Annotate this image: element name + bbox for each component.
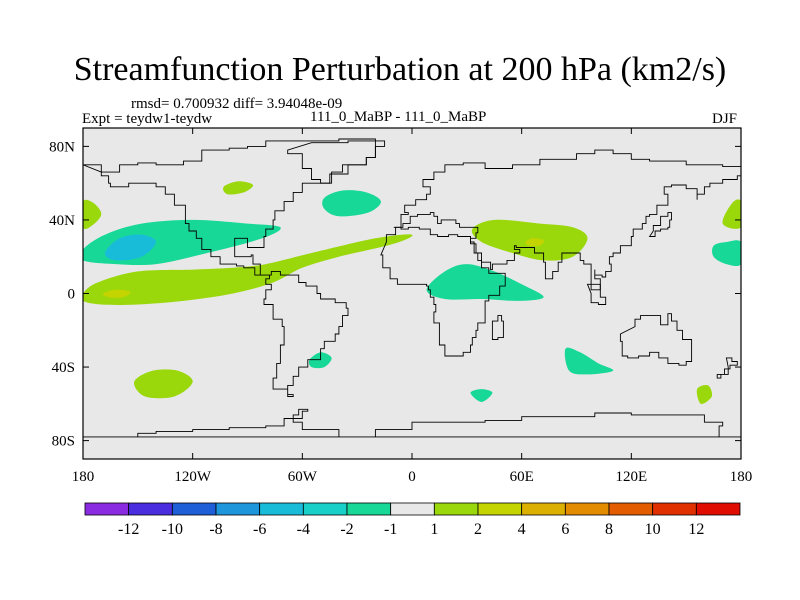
contour-region-6 [83,199,102,230]
contour-region-3 [102,289,131,298]
colorbar-label-9: 4 [518,521,526,538]
colorbar-label-10: 6 [561,521,569,538]
x-tick-label-2: 60W [288,469,318,485]
colorbar-box-13 [652,502,697,516]
y-tick-label-1: 40N [49,213,75,229]
contour-region-10 [525,238,544,247]
contour-region-2 [83,234,413,305]
colorbar-box-0 [84,502,130,516]
coastline-5 [619,313,693,366]
contour-region-1 [104,234,157,261]
x-tick-label-6: 180 [730,469,753,485]
colorbar-label-3: -6 [253,521,266,538]
colorbar-box-10 [521,502,566,516]
contour-region-7 [722,199,741,229]
colorbar-label-8: 2 [474,521,482,538]
colorbar-box-9 [477,502,523,516]
coastline-9 [83,408,741,438]
colorbar-label-2: -8 [209,521,222,538]
colorbar-box-5 [302,502,348,516]
colorbar-box-11 [564,502,610,516]
colorbar-label-6: -1 [384,521,397,538]
x-tick-label-4: 60E [510,469,534,485]
y-tick-label-3: 40S [52,360,75,376]
coastline-8 [648,212,672,237]
colorbar-label-7: 1 [430,521,438,538]
colorbar-label-5: -2 [340,521,353,538]
contour-region-12 [308,352,332,369]
contour-region-15 [470,389,493,402]
coastline-4 [491,315,504,340]
contour-region-14 [564,347,614,375]
colorbar-box-3 [215,502,261,516]
colorbar-box-1 [128,502,173,516]
y-tick-label-0: 80N [49,139,75,155]
case-label: 111_0_MaBP - 111_0_MaBP [310,109,487,125]
contour-region-13 [134,369,193,399]
stats-line: rmsd= 0.700932 diff= 3.94048e-09 [131,96,343,112]
y-tick-label-2: 0 [68,287,76,303]
coastline-3 [380,226,506,357]
contour-region-4 [223,181,254,195]
colorbar-box-14 [695,502,741,516]
x-tick-label-5: 120E [615,469,647,485]
contour-region-5 [322,190,381,217]
y-tick-label-4: 80S [52,434,75,450]
contour-region-11 [426,264,544,301]
colorbar-label-0: -12 [118,521,139,538]
coastline-7 [586,283,607,305]
experiment-label: Expt = teydw1-teydw [82,111,213,127]
x-tick-label-0: 180 [72,469,95,485]
colorbar-box-7 [390,502,435,516]
colorbar-label-4: -4 [297,521,310,538]
season-label: DJF [712,111,738,127]
colorbar-label-12: 10 [645,521,661,538]
coastline-1 [287,140,376,184]
coastline-6 [716,357,738,379]
x-tick-label-3: 0 [408,469,416,485]
colorbar-box-8 [433,502,479,516]
colorbar-label-11: 8 [605,521,613,538]
colorbar-label-13: 12 [688,521,704,538]
colorbar-label-1: -10 [162,521,183,538]
colorbar-box-2 [171,502,217,516]
x-tick-label-1: 120W [174,469,212,485]
colorbar-box-4 [259,502,304,516]
chart-title: Streamfunction Perturbation at 200 hPa (… [73,51,727,88]
contour-region-8 [712,240,741,267]
colorbar-box-12 [608,502,654,516]
contour-region-16 [696,385,713,404]
colorbar-box-6 [346,502,392,516]
